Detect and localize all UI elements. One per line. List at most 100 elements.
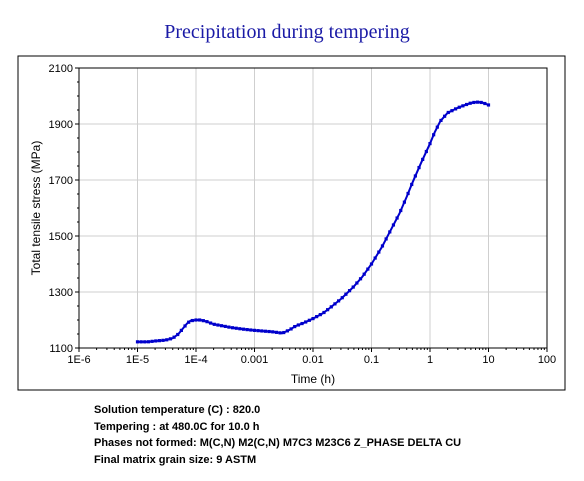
- data-point: [326, 308, 330, 312]
- data-point: [289, 327, 293, 331]
- chart-title: Precipitation during tempering: [164, 21, 410, 43]
- data-point: [421, 157, 425, 162]
- x-tick-label: 1: [427, 354, 433, 366]
- data-point: [453, 107, 458, 111]
- data-point: [358, 277, 363, 281]
- data-point: [256, 329, 260, 333]
- data-point: [384, 237, 388, 241]
- data-point: [450, 109, 454, 113]
- data-point: [417, 165, 421, 170]
- data-point: [355, 281, 359, 285]
- data-point: [432, 133, 436, 137]
- x-tick-label: 1E-4: [184, 354, 207, 366]
- data-point: [362, 272, 366, 276]
- data-point: [304, 320, 308, 324]
- note-solution-temperature: Solution temperature (C) : 820.0: [94, 404, 261, 416]
- data-point: [322, 310, 326, 315]
- data-point: [307, 318, 311, 322]
- x-tick-label: 1E-5: [126, 354, 149, 366]
- data-point: [395, 216, 399, 220]
- data-point: [329, 305, 333, 309]
- data-point: [296, 323, 300, 327]
- data-point: [300, 321, 304, 326]
- data-point: [205, 320, 209, 324]
- data-point: [161, 338, 165, 342]
- y-tick-label: 2100: [49, 63, 73, 75]
- data-point: [245, 328, 249, 332]
- data-point: [464, 102, 469, 107]
- data-point: [139, 340, 143, 344]
- data-point: [172, 335, 176, 339]
- grid: [79, 68, 547, 348]
- data-point: [285, 329, 290, 333]
- data-point: [468, 101, 472, 105]
- note-phases-not-formed: Phases not formed: M(C,N) M2(C,N) M7C3 M…: [94, 437, 462, 449]
- y-axis-label: Total tensile stress (MPa): [29, 141, 43, 276]
- data-point: [263, 329, 268, 333]
- data-point: [146, 340, 151, 344]
- data-point: [143, 340, 147, 344]
- data-point: [241, 327, 246, 331]
- y-tick-label: 1500: [49, 231, 73, 243]
- data-point: [260, 329, 264, 333]
- x-tick-label: 1E-6: [67, 354, 90, 366]
- data-point: [347, 289, 352, 293]
- note-tempering: Tempering : at 480.0C for 10.0 h: [94, 420, 260, 433]
- data-point: [219, 324, 224, 328]
- chart-border: [17, 55, 566, 391]
- data-point: [282, 330, 286, 335]
- data-point: [212, 322, 216, 326]
- data-point: [399, 208, 403, 213]
- data-point: [435, 125, 439, 129]
- data-point: [157, 339, 162, 343]
- data-point: [402, 200, 407, 204]
- data-point: [154, 339, 158, 343]
- data-point: [194, 318, 198, 322]
- data-point: [315, 315, 319, 319]
- data-point: [176, 332, 180, 337]
- data-point: [443, 114, 447, 118]
- data-point: [439, 118, 443, 123]
- data-point: [201, 319, 205, 323]
- x-tick-label: 100: [538, 354, 556, 366]
- data-point: [230, 326, 235, 330]
- data-point: [344, 292, 348, 296]
- data-point: [457, 105, 461, 109]
- series-layer: [135, 100, 491, 344]
- data-point: [413, 174, 417, 178]
- data-point: [475, 100, 480, 104]
- x-tick-label: 0.01: [302, 354, 323, 366]
- data-point: [311, 317, 315, 321]
- data-point: [479, 100, 483, 105]
- data-point: [150, 339, 154, 343]
- y-tick-label: 1100: [49, 343, 73, 355]
- data-point: [380, 244, 385, 248]
- data-point: [209, 321, 213, 325]
- x-axis-label: Time (h): [291, 372, 335, 386]
- data-point: [227, 325, 231, 329]
- data-point: [278, 331, 282, 335]
- data-point: [179, 328, 183, 332]
- data-point: [351, 285, 355, 289]
- data-point: [187, 320, 191, 324]
- data-point: [461, 104, 465, 108]
- x-tick-label: 0.001: [241, 354, 269, 366]
- axis-ticks: 1E-6 1E-5 1E-4 0.001 0.01 0.1 1 10 100 1100 1300 15…: [49, 63, 557, 366]
- data-point: [183, 324, 187, 328]
- data-point: [252, 328, 257, 332]
- data-point: [446, 110, 450, 115]
- data-point: [388, 230, 392, 234]
- y-tick-label: 1900: [49, 119, 73, 131]
- data-point: [373, 256, 377, 260]
- data-point: [369, 262, 374, 266]
- data-point: [168, 337, 173, 341]
- data-point: [391, 223, 396, 227]
- data-point: [165, 338, 169, 342]
- data-point: [190, 318, 194, 323]
- data-point: [486, 103, 491, 107]
- x-tick-label: 10: [482, 354, 494, 366]
- data-point: [274, 330, 279, 334]
- data-point: [472, 100, 476, 105]
- data-point: [234, 326, 238, 330]
